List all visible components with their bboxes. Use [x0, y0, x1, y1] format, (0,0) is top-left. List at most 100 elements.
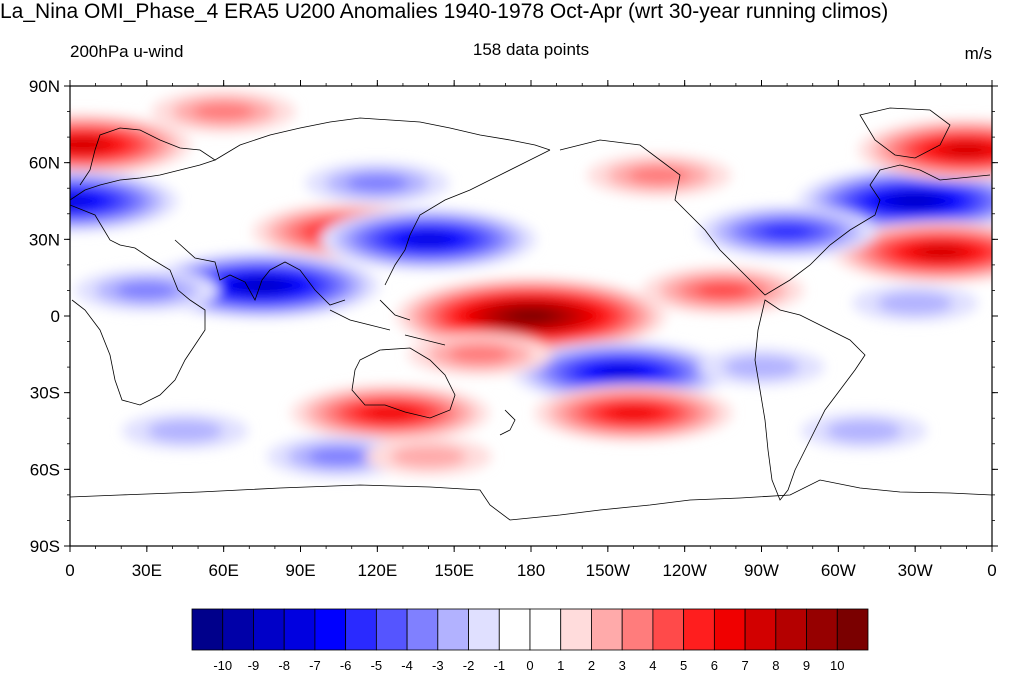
anomaly-contour	[628, 166, 690, 185]
lon-tick-label: 60E	[209, 561, 239, 580]
anomaly-contour	[308, 447, 370, 466]
colorbar-swatch	[468, 608, 500, 651]
colorbar-swatch	[498, 608, 531, 651]
colorbar-swatch	[529, 608, 562, 651]
lon-tick-label: 90E	[285, 561, 315, 580]
coastlines	[70, 107, 992, 521]
coastline-north-america	[559, 139, 991, 296]
lat-tick-label: 30S	[30, 384, 60, 403]
coastline-australia	[351, 347, 456, 419]
coastline-maritime-continent	[329, 299, 446, 346]
colorbar-label: 2	[588, 658, 595, 673]
colorbar-swatch	[253, 608, 285, 651]
colorbar-label: -6	[340, 658, 352, 673]
colorbar-label: -3	[432, 658, 444, 673]
colorbar-swatch	[652, 608, 685, 651]
lon-tick-label: 120W	[662, 561, 706, 580]
anomaly-contour	[877, 291, 953, 315]
anomaly-contour	[367, 406, 413, 420]
colorbar-label: -8	[278, 658, 290, 673]
lat-tick-label: 0	[51, 307, 60, 326]
lat-tick-label: 60S	[30, 460, 60, 479]
colorbar-label: 0	[526, 658, 533, 673]
colorbar-swatch	[806, 608, 838, 651]
variable-label: 200hPa u-wind	[70, 42, 184, 61]
colorbar-label: -1	[493, 658, 505, 673]
colorbar-label: 3	[619, 658, 626, 673]
colorbar-label: 7	[741, 658, 748, 673]
units-label: m/s	[964, 44, 992, 63]
anomaly-contour	[147, 419, 224, 443]
colorbar-swatch	[683, 608, 715, 651]
anomaly-contour	[944, 143, 988, 157]
lon-tick-label: 120E	[357, 561, 397, 580]
colorbar-swatch	[406, 608, 439, 651]
lat-tick-label: 60N	[29, 154, 60, 173]
colorbar-label: -5	[371, 658, 383, 673]
lat-tick-label: 90S	[30, 537, 60, 556]
anomaly-contour	[826, 419, 902, 443]
anomaly-contour	[511, 310, 551, 322]
anomaly-contour	[610, 406, 657, 420]
anomaly-contour	[70, 194, 92, 208]
anomaly-contour	[241, 279, 283, 292]
anomaly-contour	[696, 282, 751, 299]
lon-tick-label: 150W	[586, 561, 630, 580]
anomaly-field	[70, 90, 992, 478]
anomaly-contour	[192, 102, 255, 121]
lon-tick-label: 0	[987, 561, 996, 580]
colorbar-swatch	[222, 608, 254, 651]
colorbar-label: 6	[711, 658, 718, 673]
colorbar-swatch	[283, 608, 316, 651]
coastline-antarctica	[70, 479, 992, 521]
colorbar-label: 8	[772, 658, 779, 673]
coastline-asia-north	[214, 117, 551, 161]
lon-tick-label: 30W	[898, 561, 933, 580]
colorbar-swatch	[375, 608, 408, 651]
anomaly-contour	[406, 233, 451, 246]
colorbar-swatch	[621, 608, 654, 651]
anomaly-contour	[599, 366, 643, 379]
axis-ticks: 90N 60N 30N 0 30S 60S 90S 0 30E 60E 90E 120E 150E 180…	[29, 77, 998, 580]
colorbar-swatch	[775, 608, 807, 651]
colorbar-label: -2	[463, 658, 475, 673]
lon-tick-label: 0	[65, 561, 74, 580]
colorbar-swatch	[560, 608, 592, 651]
colorbar-label: -7	[309, 658, 321, 673]
colorbar-label: -9	[248, 658, 260, 673]
lon-tick-label: 180	[517, 561, 545, 580]
coastline-south-asia	[174, 239, 346, 306]
colorbar: -10 -9 -8 -7 -6 -5 -4 -3 -2 -1 0 1 2 3 4 5 6 7 8 9 10	[191, 608, 869, 673]
coastline-south-america	[754, 299, 866, 501]
colorbar-swatch	[713, 608, 746, 651]
anomaly-contour	[919, 245, 963, 259]
colorbar-swatch	[191, 608, 224, 651]
colorbar-swatch	[345, 608, 377, 651]
colorbar-swatch	[437, 608, 469, 651]
anomaly-contour	[390, 445, 467, 468]
coastline-new-zealand	[499, 409, 516, 436]
coastline-east-asia	[384, 149, 551, 286]
anomaly-contour	[448, 345, 511, 364]
colorbar-label: 10	[830, 658, 844, 673]
coastline-greenland	[859, 107, 951, 159]
colorbar-swatch	[314, 608, 347, 651]
sample-count-label: 158 data points	[472, 40, 590, 59]
colorbar-label: 1	[557, 658, 564, 673]
colorbar-label: 9	[803, 658, 810, 673]
anomaly-contour	[115, 281, 178, 300]
colorbar-label: 5	[680, 658, 687, 673]
colorbar-label: 4	[649, 658, 656, 673]
lat-tick-label: 90N	[29, 77, 60, 96]
colorbar-label: -10	[213, 658, 232, 673]
lon-tick-label: 90W	[744, 561, 779, 580]
anomaly-contour	[723, 355, 800, 379]
coastline-africa	[70, 204, 206, 406]
coastline-europe	[70, 127, 216, 201]
colorbar-swatch	[591, 608, 623, 651]
colorbar-swatch	[836, 608, 869, 651]
lon-tick-label: 150E	[434, 561, 474, 580]
lon-tick-label: 60W	[821, 561, 856, 580]
lat-tick-label: 30N	[29, 230, 60, 249]
